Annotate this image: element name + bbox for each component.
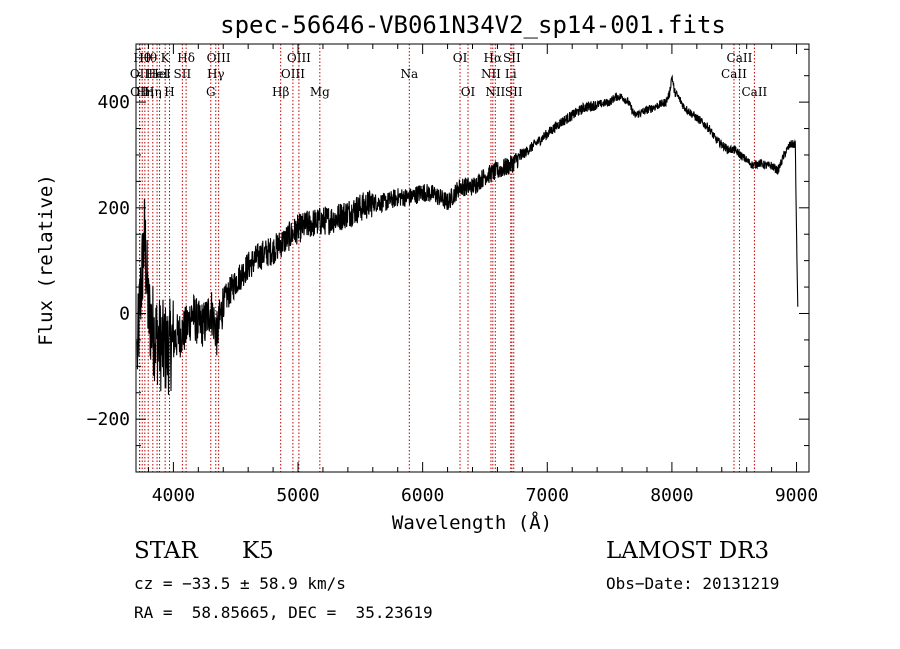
spectral-line-label: Hβ: [272, 85, 289, 99]
spectral-line-label: SII: [174, 67, 192, 81]
spectral-line-label: OIII: [287, 51, 311, 65]
spectral-line-label: SII: [503, 51, 521, 65]
spectral-line-label: OI: [461, 85, 476, 99]
chart-title: spec-56646-VB061N34V2_sp14-001.fits: [220, 11, 726, 39]
spectral-line-label: HeI: [148, 67, 171, 81]
spectral-line-label: Mg: [310, 85, 330, 99]
survey-name: LAMOST DR3: [606, 538, 770, 564]
y-axis-label: Flux (relative): [35, 174, 57, 346]
spectral-line-label: OII: [130, 85, 150, 99]
x-tick-label: 9000: [775, 485, 818, 506]
spectral-line-label: OII: [130, 67, 150, 81]
spectral-line-label: H: [164, 85, 174, 99]
spectral-line-label: CaII: [721, 67, 747, 81]
spectral-line-label: NII: [481, 67, 501, 81]
object-subclass: K5: [242, 538, 274, 564]
spectral-line-labels: OIIOIIHθHηHθHηHeIHeIKHSIIHδGHγOIIIHβOIII…: [130, 51, 768, 99]
spectral-line-label: HeI: [146, 67, 169, 81]
spectral-line-label: Hα: [484, 51, 503, 65]
spectral-line-markers: [138, 44, 755, 472]
spectral-line-label: Hη: [144, 85, 162, 99]
spectral-line-label: Na: [400, 67, 418, 81]
flux-series-line: [136, 74, 799, 395]
x-tick-label: 4000: [152, 485, 195, 506]
y-tick-label: 200: [97, 198, 130, 219]
spectral-line-label: OI: [453, 51, 468, 65]
redshift-value: cz = −33.5 ± 58.9 km/s: [134, 574, 346, 593]
x-axis-label: Wavelength (Å): [392, 511, 552, 534]
spectral-line-label: Hθ: [139, 51, 157, 65]
y-tick-label: 0: [119, 303, 130, 324]
object-class: STAR: [134, 538, 198, 564]
spectral-line-label: OIII: [207, 51, 231, 65]
x-tick-label: 8000: [650, 485, 693, 506]
y-tick-label: 400: [97, 92, 130, 113]
x-tick-label: 7000: [526, 485, 569, 506]
spectral-line-label: CaII: [727, 51, 753, 65]
x-axis: 4000 5000 6000 7000 8000 9000: [147, 44, 818, 506]
x-tick-label: 6000: [401, 485, 444, 506]
spectral-line-label: Li: [505, 67, 517, 81]
x-tick-label: 5000: [276, 485, 319, 506]
spectral-line-label: Hδ: [177, 51, 195, 65]
coordinates: RA = 58.85665, DEC = 35.23619: [134, 603, 433, 622]
spectral-line-label: Hθ: [133, 51, 151, 65]
spectral-line-label: SII: [505, 85, 523, 99]
spectral-line-label: G: [206, 85, 216, 99]
spectral-line-label: Hη: [136, 85, 154, 99]
y-axis: −200 0 200 400: [87, 48, 809, 473]
spectral-line-label: Hγ: [207, 67, 225, 81]
spectral-line-label: K: [161, 51, 171, 65]
spectral-line-label: OIII: [281, 67, 305, 81]
y-tick-label: −200: [87, 409, 130, 430]
spectral-line-label: NII: [485, 85, 505, 99]
spectral-line-label: CaII: [741, 85, 767, 99]
observation-date: Obs−Date: 20131219: [606, 574, 780, 593]
plot-frame: [135, 43, 810, 473]
